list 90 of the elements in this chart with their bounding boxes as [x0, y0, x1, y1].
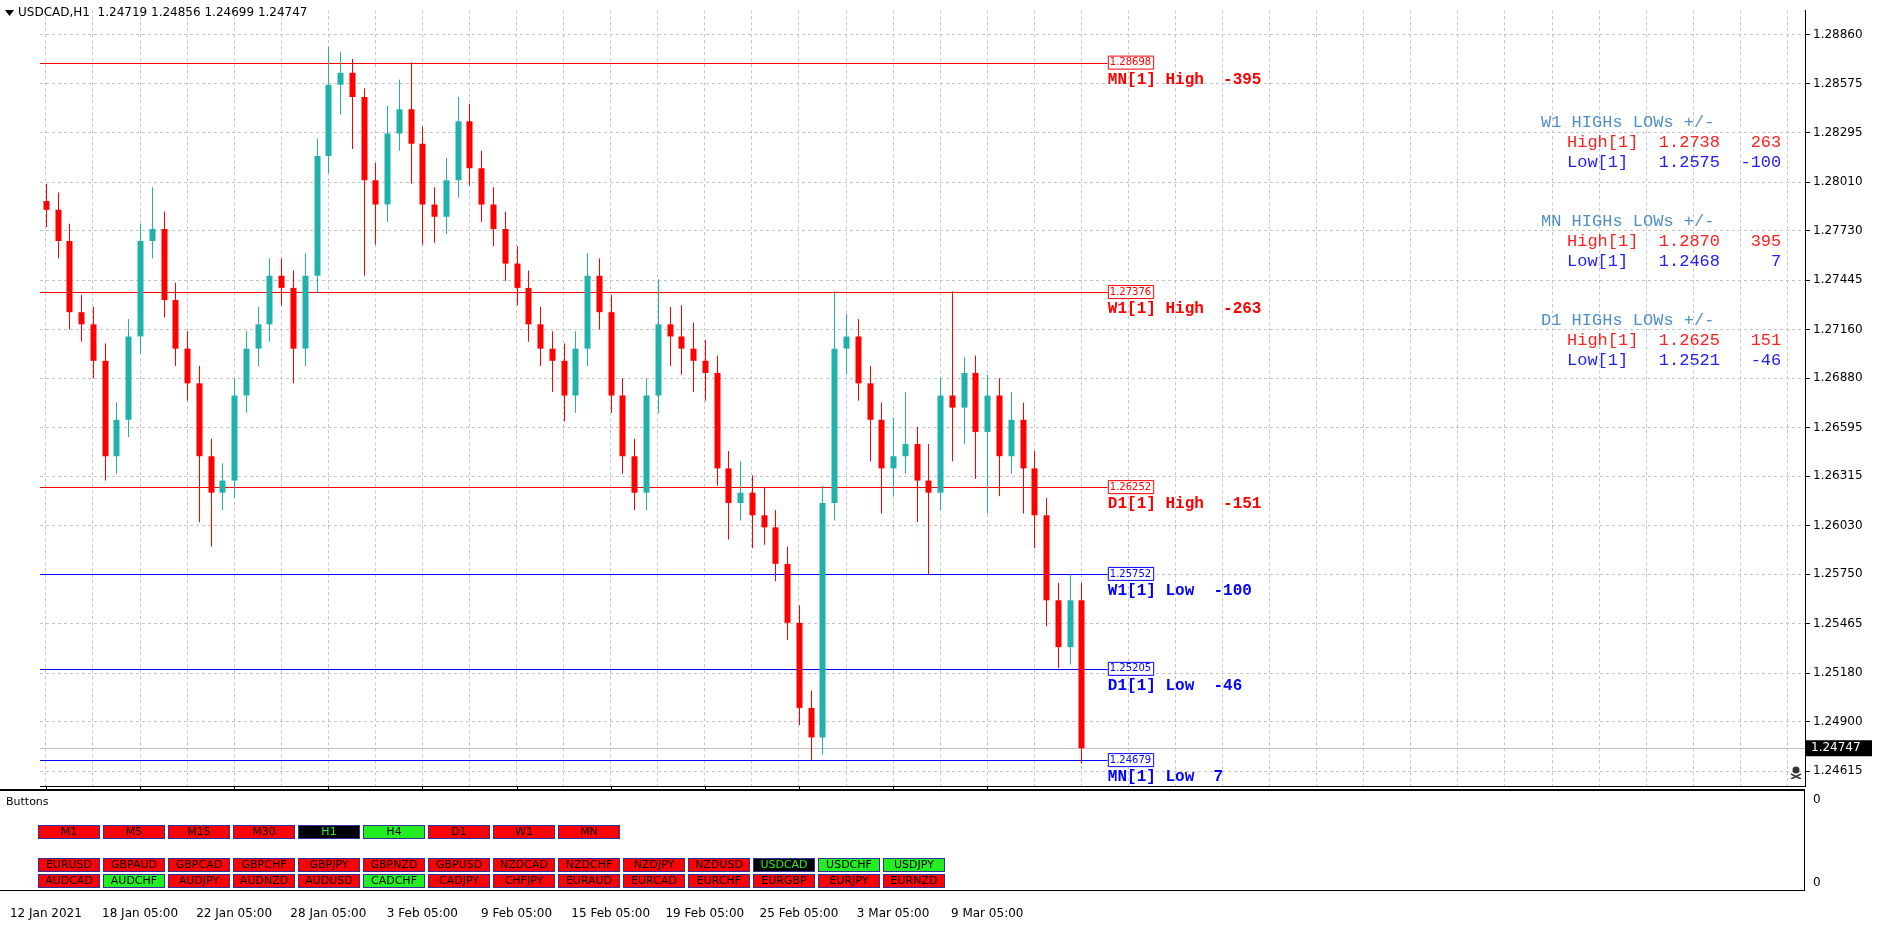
annotation: W1[1] High -263 — [1107, 300, 1262, 319]
category-label: M15 — [168, 825, 230, 839]
category-label: H1 — [298, 825, 360, 839]
annotation: D1[1] High -151 — [1107, 495, 1262, 514]
ref-line-label: 1.24679 — [1109, 753, 1152, 765]
annotation: High[1] 1.2625 151 — [1567, 331, 1782, 350]
ref-line-label: 1.27376 — [1109, 285, 1152, 297]
x-tick-label: 19 Feb 05:00 — [665, 906, 745, 921]
ref-line-label: 1.25752 — [1109, 567, 1152, 579]
chart-title: USDCAD,H1 1.24719 1.24856 1.24699 1.24747 — [18, 5, 308, 19]
y-tick-label: 1.28575 — [1813, 76, 1863, 91]
x-tick-label: 15 Feb 05:00 — [571, 906, 651, 921]
category-label: AUDCHF — [103, 874, 165, 888]
category-label: USDCAD — [753, 858, 815, 872]
category-label: AUDCAD — [38, 874, 100, 888]
annotation: Low[1] 1.2575 -100 — [1567, 153, 1782, 172]
y-tick-label: 1.26595 — [1813, 419, 1863, 434]
y-tick-label: 1.25180 — [1813, 665, 1863, 680]
category-label: D1 — [428, 825, 490, 839]
text: Buttons — [6, 795, 49, 808]
category-label: USDJPY — [883, 858, 945, 872]
category-label: AUDNZD — [233, 874, 295, 888]
category-label: EURCHF — [688, 874, 750, 888]
category-label: M30 — [233, 825, 295, 839]
category-label: EURJPY — [818, 874, 880, 888]
annotation: W1[1] Low -100 — [1107, 581, 1252, 600]
category-label: EURNZD — [883, 874, 945, 888]
category-label: GBPAUD — [103, 858, 165, 872]
annotation: D1 HIGHs LOWs +/- — [1541, 311, 1715, 330]
annotation: D1[1] Low -46 — [1107, 676, 1243, 695]
category-label: CHFJPY — [493, 874, 555, 888]
category-label: EURUSD — [38, 858, 100, 872]
x-tick-label: 9 Mar 05:00 — [950, 906, 1024, 921]
annotation: Low[1] 1.2521 -46 — [1567, 351, 1782, 370]
y-tick-label: 1.28295 — [1813, 124, 1863, 139]
category-label: GBPNZD — [363, 858, 425, 872]
ref-line-label: 1.28698 — [1109, 56, 1152, 68]
ref-line-label: 1.26252 — [1109, 480, 1152, 492]
x-tick-label: 18 Jan 05:00 — [102, 906, 179, 921]
y-tick-label: 1.24615 — [1813, 763, 1863, 778]
category-label: NZDCHF — [558, 858, 620, 872]
category-label: USDCHF — [818, 858, 880, 872]
y-tick-label: 1.24900 — [1813, 713, 1863, 728]
annotation: High[1] 1.2870 395 — [1567, 232, 1782, 251]
annotation: MN[1] High -395 — [1107, 70, 1262, 89]
y-tick-label: 1.26030 — [1813, 517, 1863, 532]
category-label: EURCAD — [623, 874, 685, 888]
x-tick-label: 22 Jan 05:00 — [196, 906, 273, 921]
x-tick-label: 9 Feb 05:00 — [481, 906, 553, 921]
category-label: AUDUSD — [298, 874, 360, 888]
category-label: NZDCAD — [493, 858, 555, 872]
y-tick-label: 1.27445 — [1813, 272, 1863, 287]
category-label: AUDJPY — [168, 874, 230, 888]
category-label: GBPUSD — [428, 858, 490, 872]
x-tick-label: 12 Jan 2021 — [9, 906, 82, 921]
category-label: NZDJPY — [623, 858, 685, 872]
category-label: EURGBP — [753, 874, 815, 888]
annotation: MN[1] Low 7 — [1107, 768, 1224, 787]
annotation: MN HIGHs LOWs +/- — [1541, 212, 1715, 231]
y-tick-label: 1.26880 — [1813, 370, 1863, 385]
category-label: CADJPY — [428, 874, 490, 888]
y-tick-label: 1.25465 — [1813, 615, 1863, 630]
category-label: CADCHF — [363, 874, 425, 888]
category-label: M1 — [38, 825, 100, 839]
ref-line-label: 1.24747 — [1811, 740, 1861, 755]
x-tick-label: 3 Feb 05:00 — [386, 906, 458, 921]
ref-line-label: 1.25205 — [1109, 662, 1152, 674]
text: 0 — [1813, 875, 1821, 889]
y-tick-label: 1.26315 — [1813, 468, 1863, 483]
y-tick-label: 1.28010 — [1813, 174, 1863, 189]
category-label: W1 — [493, 825, 555, 839]
category-label: H4 — [363, 825, 425, 839]
y-tick-label: 1.25750 — [1813, 566, 1863, 581]
category-label: GBPCAD — [168, 858, 230, 872]
y-tick-label: 1.28860 — [1813, 26, 1863, 41]
category-label: EURAUD — [558, 874, 620, 888]
annotation: W1 HIGHs LOWs +/- — [1541, 113, 1715, 132]
category-label: M5 — [103, 825, 165, 839]
y-tick-label: 1.27730 — [1813, 222, 1863, 237]
y-tick-label: 1.27160 — [1813, 321, 1863, 336]
category-label: GBPJPY — [298, 858, 360, 872]
annotation: High[1] 1.2738 263 — [1567, 133, 1782, 152]
category-label: GBPCHF — [233, 858, 295, 872]
text: 0 — [1813, 792, 1821, 806]
annotation: Low[1] 1.2468 7 — [1567, 252, 1782, 271]
x-tick-label: 28 Jan 05:00 — [290, 906, 367, 921]
category-label: NZDUSD — [688, 858, 750, 872]
x-tick-label: 3 Mar 05:00 — [856, 906, 930, 921]
x-tick-label: 25 Feb 05:00 — [759, 906, 839, 921]
category-label: MN — [558, 825, 620, 839]
